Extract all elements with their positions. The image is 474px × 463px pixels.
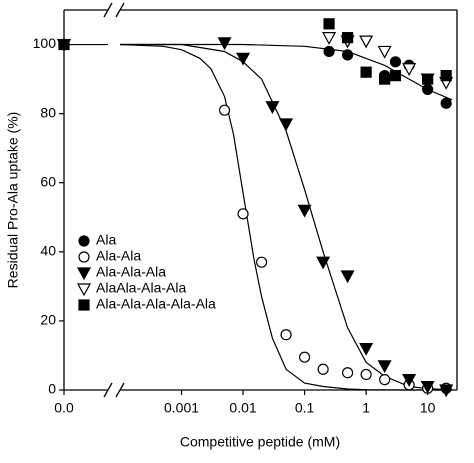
legend-label: Ala-Ala-Ala-Ala-Ala [96,296,216,312]
x-tick-label: 0.01 [229,400,256,416]
data-point [323,18,335,30]
data-point [236,52,251,66]
data-point [237,208,249,220]
axis-break [103,382,113,398]
data-point [279,118,294,132]
legend-label: Ala-Ala-Ala [96,264,166,280]
y-tick-label: 60 [40,173,56,189]
axis-break [103,2,113,18]
data-point [280,329,292,341]
axis-break [115,2,125,18]
x-tick-label: 0.0 [54,400,74,416]
data-point [359,35,374,49]
y-tick-label: 80 [40,104,56,120]
data-point [340,270,355,284]
legend-label: Ala [96,232,116,248]
data-point [322,32,337,45]
data-point [298,351,311,363]
axis-break [115,382,125,398]
y-tick-label: 40 [40,243,56,259]
data-point [323,45,335,58]
data-point [420,380,435,394]
data-point [360,368,372,381]
data-point [422,73,434,85]
data-point [255,256,268,268]
data-point [402,374,417,387]
data-point [218,104,231,116]
fit-curve [119,43,453,391]
data-point [359,342,374,356]
data-point [389,56,402,68]
y-axis-label: Residual Pro-Ala uptake (%) [5,112,21,289]
data-point [440,97,452,109]
y-tick-label: 20 [40,312,56,328]
data-point [440,70,452,82]
data-point [377,45,392,59]
data-point [379,73,391,85]
x-tick-label: 0.001 [164,400,199,416]
data-point [58,38,70,51]
data-point [341,367,354,379]
legend-marker [78,235,90,247]
x-tick-label: 10 [420,400,436,416]
data-point [389,70,402,82]
data-point [297,204,312,218]
data-point [379,374,391,386]
data-point [377,360,392,374]
x-tick-label: 1 [362,400,370,416]
legend-label: Ala-Ala [96,248,141,264]
y-tick-label: 0 [48,381,56,397]
data-point [265,101,280,114]
x-tick-label: 0.1 [295,400,315,416]
data-point [217,37,232,51]
legend-label: AlaAla-Ala-Ala [96,280,186,296]
y-tick-label: 100 [33,35,57,51]
data-point [316,256,331,270]
data-point [360,66,372,78]
legend-marker [78,299,90,311]
legend-marker [76,267,92,281]
data-point [439,384,454,398]
x-axis-label: Competitive peptide (mM) [180,434,340,450]
fit-curve [120,43,453,101]
data-point [402,63,417,76]
legend-marker [78,251,90,263]
data-point [317,363,329,375]
legend-marker [76,283,92,297]
data-point [341,32,354,44]
data-point [341,49,354,61]
